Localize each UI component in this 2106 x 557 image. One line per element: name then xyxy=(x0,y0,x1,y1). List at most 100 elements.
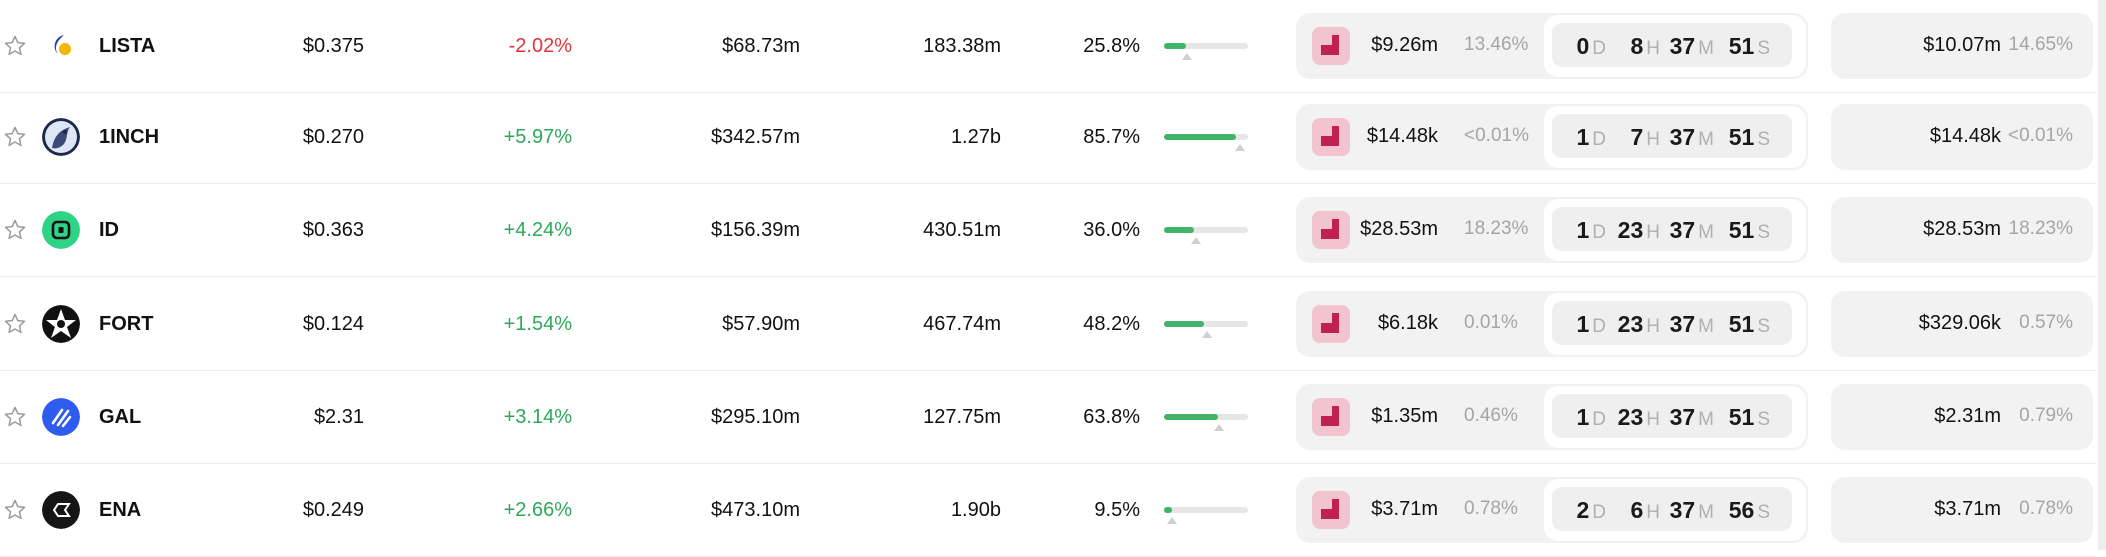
countdown-seconds-value: 51 xyxy=(1728,33,1755,59)
favorite-star-icon[interactable] xyxy=(3,218,27,242)
countdown-display: 1 D 23 H 37 M 51 S xyxy=(1552,394,1792,438)
favorite-star-icon[interactable] xyxy=(3,405,27,429)
countdown-hours-unit: H xyxy=(1646,222,1660,243)
total-allocation-card[interactable]: $329.06k 0.57% xyxy=(1831,291,2093,357)
token-row[interactable]: FORT $0.124 +1.54% $57.90m 467.74m 48.2% $6.18… xyxy=(0,278,2096,371)
countdown-hours-unit: H xyxy=(1646,129,1660,150)
total-share: 0.79% xyxy=(2019,405,2073,426)
total-allocation-card[interactable]: $10.07m 14.65% xyxy=(1831,13,2093,79)
total-amount: $2.31m xyxy=(1934,405,2001,427)
countdown-days-value: 1 xyxy=(1576,404,1590,430)
countdown-seconds-unit: S xyxy=(1757,129,1770,150)
gal-logo-icon xyxy=(42,398,80,436)
price-change: +4.24% xyxy=(503,219,572,241)
total-share: <0.01% xyxy=(2008,125,2073,146)
countdown-minutes-value: 37 xyxy=(1669,311,1696,337)
launch-card[interactable]: $28.53m 18.23% 1 D 23 H 37 M 51 S xyxy=(1296,197,1808,263)
total-share: 18.23% xyxy=(2008,218,2073,239)
progress-marker-icon xyxy=(1201,331,1212,338)
circulating-supply: 1.27b xyxy=(950,126,1001,148)
launch-card[interactable]: $14.48k <0.01% 1 D 7 H 37 M 51 S xyxy=(1296,104,1808,170)
circulating-supply: 183.38m xyxy=(923,35,1001,57)
scrollbar[interactable] xyxy=(2098,0,2106,550)
countdown-timer: 0 D 8 H 37 M 51 S xyxy=(1544,15,1806,77)
total-allocation-card[interactable]: $28.53m 18.23% xyxy=(1831,197,2093,263)
token-row[interactable]: LISTA $0.375 -2.02% $68.73m 183.38m 25.8% $9.2… xyxy=(0,0,2096,93)
countdown-hours-value: 23 xyxy=(1617,404,1644,430)
launch-card[interactable]: $9.26m 13.46% 0 D 8 H 37 M 51 S xyxy=(1296,13,1808,79)
token-symbol: FORT xyxy=(99,313,154,335)
total-amount: $28.53m xyxy=(1923,218,2001,240)
countdown-minutes: 37 M xyxy=(1670,312,1714,339)
countdown-hours: 23 H xyxy=(1618,218,1660,245)
launch-amount: $6.18k xyxy=(1377,312,1438,334)
favorite-star-icon[interactable] xyxy=(3,312,27,336)
countdown-hours-unit: H xyxy=(1646,502,1660,523)
countdown-hours-unit: H xyxy=(1646,409,1660,430)
progress-fill xyxy=(1164,134,1236,140)
countdown-minutes: 37 M xyxy=(1670,498,1714,525)
countdown-days-unit: D xyxy=(1592,409,1606,430)
token-price: $0.270 xyxy=(302,126,364,148)
countdown-minutes-unit: M xyxy=(1698,409,1714,430)
total-allocation-card[interactable]: $3.71m 0.78% xyxy=(1831,477,2093,543)
token-symbol: ID xyxy=(99,219,119,241)
countdown-timer: 1 D 23 H 37 M 51 S xyxy=(1544,293,1806,355)
countdown-hours-value: 23 xyxy=(1617,311,1644,337)
countdown-minutes-unit: M xyxy=(1698,222,1714,243)
countdown-days-value: 2 xyxy=(1576,497,1590,523)
countdown-seconds-value: 56 xyxy=(1728,497,1755,523)
countdown-minutes-value: 37 xyxy=(1669,124,1696,150)
countdown-hours-value: 23 xyxy=(1617,217,1644,243)
progress-fill xyxy=(1164,507,1172,513)
total-amount: $14.48k xyxy=(1929,125,2001,147)
token-price: $0.124 xyxy=(302,313,364,335)
launch-card[interactable]: $6.18k 0.01% 1 D 23 H 37 M 51 S xyxy=(1296,291,1808,357)
countdown-days-value: 0 xyxy=(1576,33,1590,59)
market-cap: $156.39m xyxy=(711,219,800,241)
countdown-minutes-unit: M xyxy=(1698,316,1714,337)
countdown-display: 2 D 6 H 37 M 56 S xyxy=(1552,487,1792,531)
countdown-hours-unit: H xyxy=(1646,38,1660,59)
countdown-days-value: 1 xyxy=(1576,311,1590,337)
token-row[interactable]: ID $0.363 +4.24% $156.39m 430.51m 36.0% $28.53… xyxy=(0,184,2096,277)
launch-card[interactable]: $1.35m 0.46% 1 D 23 H 37 M 51 S xyxy=(1296,384,1808,450)
countdown-minutes-value: 37 xyxy=(1669,404,1696,430)
countdown-seconds-value: 51 xyxy=(1728,311,1755,337)
total-amount: $329.06k xyxy=(1918,312,2001,334)
price-change: +1.54% xyxy=(503,313,572,335)
token-row[interactable]: GAL $2.31 +3.14% $295.10m 127.75m 63.8% $1.35m… xyxy=(0,371,2096,464)
favorite-star-icon[interactable] xyxy=(3,34,27,58)
token-price: $2.31 xyxy=(313,406,364,428)
favorite-star-icon[interactable] xyxy=(3,498,27,522)
launch-share: 0.46% xyxy=(1464,405,1518,426)
total-allocation-card[interactable]: $14.48k <0.01% xyxy=(1831,104,2093,170)
market-cap: $295.10m xyxy=(711,406,800,428)
1inch-logo-icon xyxy=(42,118,80,156)
countdown-seconds-unit: S xyxy=(1757,409,1770,430)
countdown-days-unit: D xyxy=(1592,222,1606,243)
favorite-star-icon[interactable] xyxy=(3,125,27,149)
countdown-seconds: 51 S xyxy=(1729,405,1770,432)
launch-card[interactable]: $3.71m 0.78% 2 D 6 H 37 M 56 S xyxy=(1296,477,1808,543)
countdown-display: 0 D 8 H 37 M 51 S xyxy=(1552,23,1792,67)
countdown-seconds-unit: S xyxy=(1757,316,1770,337)
progress-fill xyxy=(1164,321,1205,327)
token-row[interactable]: 1INCH $0.270 +5.97% $342.57m 1.27b 85.7% $14.4… xyxy=(0,91,2096,184)
progress-marker-icon xyxy=(1181,53,1192,60)
countdown-seconds: 56 S xyxy=(1729,498,1770,525)
price-change: +2.66% xyxy=(503,499,572,521)
countdown-timer: 1 D 23 H 37 M 51 S xyxy=(1544,386,1806,448)
countdown-hours: 23 H xyxy=(1618,312,1660,339)
circulating-supply: 1.90b xyxy=(950,499,1001,521)
circulation-progress-bar xyxy=(1164,321,1248,338)
launch-amount: $28.53m xyxy=(1360,218,1438,240)
countdown-minutes: 37 M xyxy=(1670,125,1714,152)
launch-share: 13.46% xyxy=(1464,34,1529,55)
countdown-minutes-unit: M xyxy=(1698,38,1714,59)
total-allocation-card[interactable]: $2.31m 0.79% xyxy=(1831,384,2093,450)
token-row[interactable]: ENA $0.249 +2.66% $473.10m 1.90b 9.5% $3.71m 0.… xyxy=(0,464,2096,557)
